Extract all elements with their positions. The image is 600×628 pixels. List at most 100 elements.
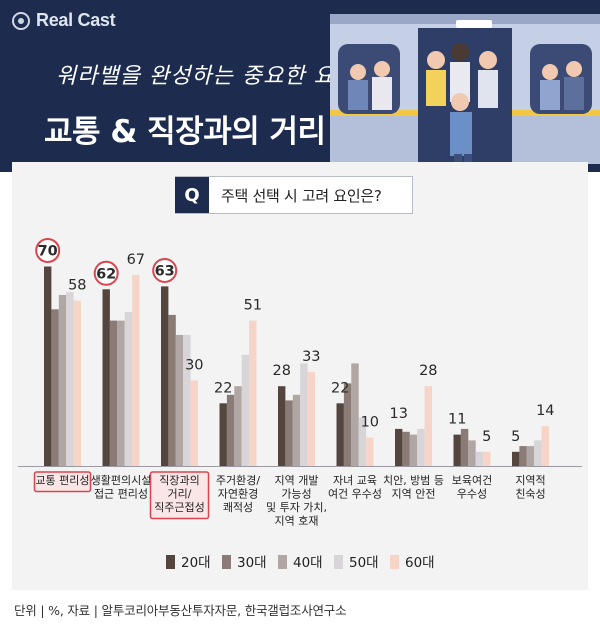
bar-3-60대 [190,380,198,466]
header-banner: Real Cast 워라밸을 완성하는 중요한 요소 교통 & 직장과의 거리 [0,0,600,172]
data-label: 33 [302,349,320,365]
category-highlight-box [149,471,210,520]
bar-9-60대 [541,426,549,466]
bar-6-20대 [336,403,344,466]
bar-7-20대 [395,428,403,466]
data-label: 22 [331,380,349,396]
bar-3-30대 [168,314,176,466]
data-label: 14 [536,403,554,419]
bar-4-20대 [219,403,227,466]
bar-1-60대 [73,300,81,466]
bar-7-30대 [402,431,410,466]
bar-8-20대 [453,434,461,466]
data-label: 22 [214,380,232,396]
bar-3-50대 [183,334,191,466]
data-label: 51 [244,298,262,314]
bar-2-60대 [132,275,140,466]
bar-8-30대 [460,428,469,466]
category-highlight-box [33,471,92,493]
legend-label: 30대 [237,555,267,571]
bar-4-50대 [241,354,250,466]
data-label: 63 [155,263,175,279]
data-label: 28 [419,363,437,379]
bar-1-20대 [44,266,52,466]
bar-7-40대 [409,434,418,466]
bar-4-40대 [234,386,242,466]
bar-5-40대 [292,394,301,467]
data-label: 67 [127,252,145,268]
legend-label: 60대 [405,555,435,571]
bar-6-50대 [358,417,367,466]
commuter-head [451,93,469,111]
legend-swatch [334,555,343,569]
bar-5-60대 [307,371,315,466]
bar-2-20대 [102,289,110,466]
data-label: 62 [96,266,116,282]
data-label: 11 [448,412,466,428]
bar-6-40대 [351,363,359,466]
bar-1-50대 [66,292,74,466]
bar-3-20대 [161,286,169,466]
bar-5-20대 [278,386,286,466]
bar-7-50대 [417,428,425,466]
bar-6-30대 [343,383,352,466]
bar-4-30대 [226,394,235,467]
bar-6-60대 [366,437,374,466]
source-footer: 단위 | %, 자료 | 알투코리아부동산투자자문, 한국갤럽조사연구소 [14,603,347,618]
bar-9-30대 [519,446,527,466]
highlight-circle [93,260,119,286]
bar-2-40대 [117,320,125,466]
bar-7-60대 [424,386,432,466]
bar-3-40대 [175,334,184,466]
bar-4-60대 [249,320,257,466]
legend-label: 50대 [349,555,379,571]
legend-swatch [222,555,231,569]
data-label: 30 [185,358,203,374]
subway-illustration [330,14,600,164]
bar-5-50대 [300,363,308,466]
highlight-circle [35,238,61,263]
bar-1-30대 [51,309,59,467]
question-text: 주택 선택 시 고려 요인은? [221,186,382,205]
bar-1-40대 [58,295,67,466]
brand-logo: Real Cast [12,10,116,31]
category-label: 생활편의시설 접근 편리성 [91,473,152,501]
category-label: 직장과의 거리/직주근접성 [154,474,205,514]
data-label: 28 [272,363,290,379]
header-title: 교통 & 직장과의 거리 [44,114,326,150]
category-label: 주거환경/자연환경 쾌적성 [216,474,260,514]
data-label: 5 [511,429,520,445]
question-badge: Q [175,177,209,213]
data-label: 70 [38,244,58,260]
bar-8-50대 [475,451,484,467]
brand-name: Real Cast [36,10,116,30]
category-label: 지역적 친숙성 [515,474,545,501]
bar-2-50대 [124,312,133,466]
data-label: 10 [361,415,379,431]
category-label: 보육여건 우수성 [452,474,492,501]
data-label: 5 [482,429,491,445]
bar-2-30대 [109,320,118,466]
data-label: 58 [68,278,86,294]
legend-swatch [390,555,399,569]
realcast-logo-icon [12,11,30,30]
bar-5-30대 [285,400,293,466]
legend-swatch [166,555,175,569]
category-label: 교통 편리성 [35,474,89,487]
bar-9-20대 [512,451,520,467]
data-label: 13 [389,406,407,422]
header-subtitle: 워라밸을 완성하는 중요한 요소 [56,64,357,89]
legend-label: 20대 [181,555,211,571]
question-box: Q 주택 선택 시 고려 요인은? [175,176,413,214]
legend-swatch [278,555,287,569]
commuter-body [450,112,472,156]
bar-8-40대 [468,440,476,466]
highlight-circle [152,257,178,283]
bar-9-40대 [526,446,535,466]
legend-label: 40대 [293,555,323,571]
bar-9-50대 [534,440,542,466]
bar-8-60대 [483,451,491,467]
category-label: 지역 개발 가능성 및 투자 가치, 지역 호재 [266,474,327,528]
